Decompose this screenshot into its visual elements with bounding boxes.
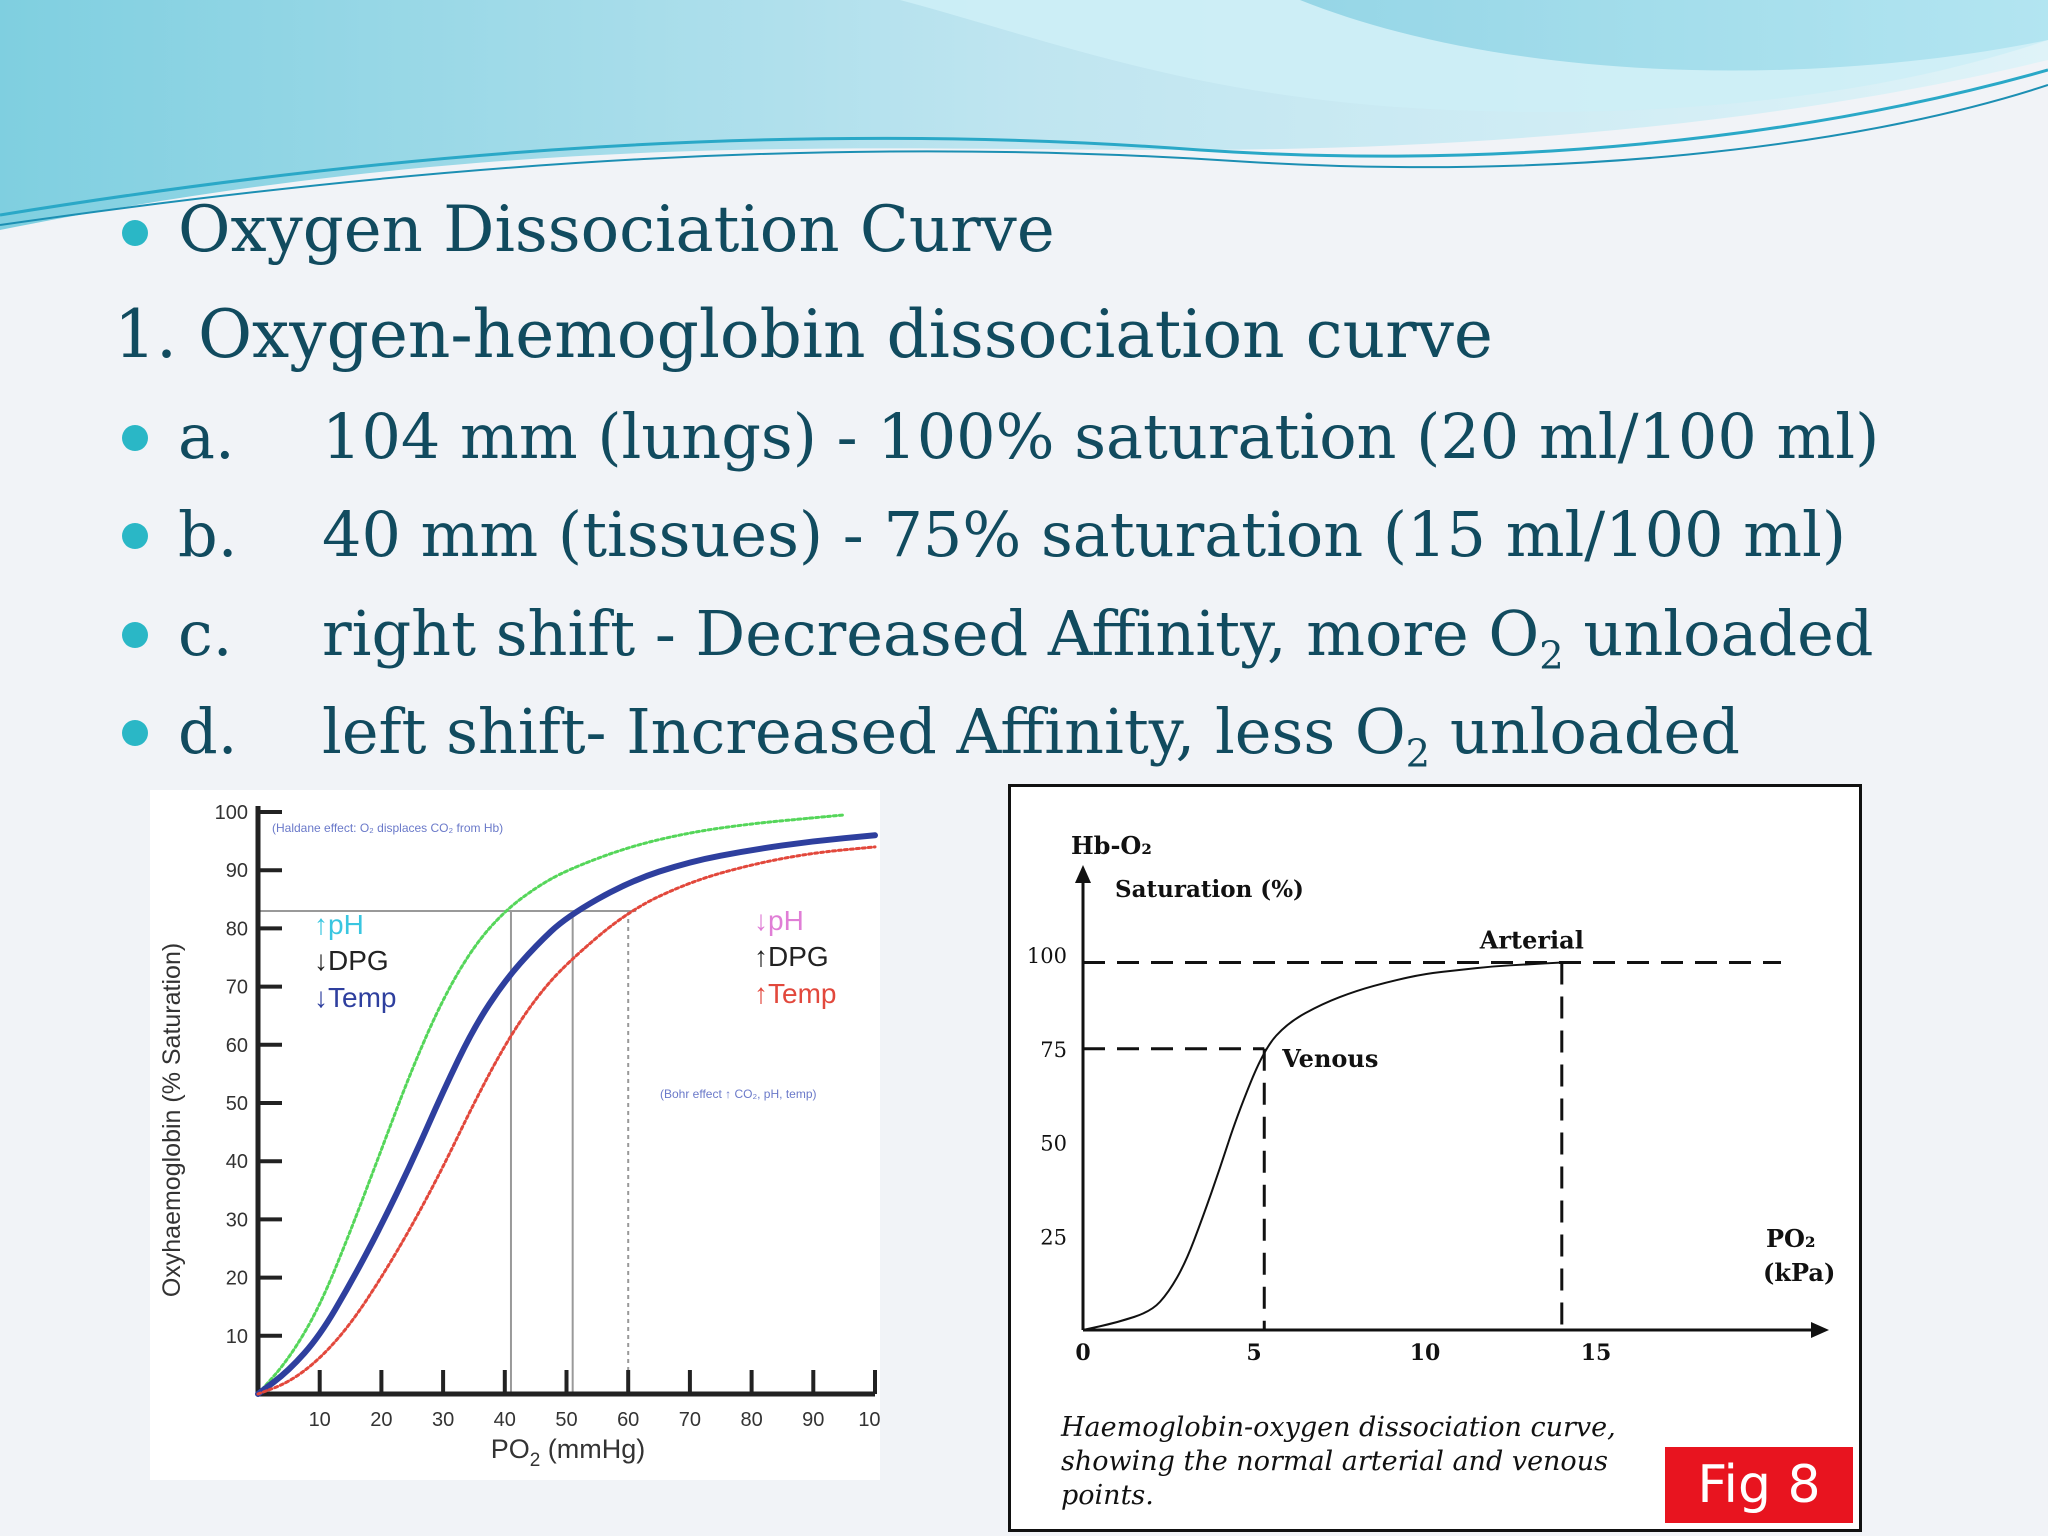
oxyhaemoglobin-chart-svg: 10 20 30 40 50 60 70 80 90 100 10 20 30 40 50 60 70 80 90 1… xyxy=(158,802,892,1471)
left-y-tick-label: 30 xyxy=(226,1209,248,1231)
right-shift-temp: Temp xyxy=(768,978,836,1009)
down-arrow-icon: ↓ xyxy=(314,982,328,1013)
item-c-label: c. xyxy=(178,597,233,670)
figure-badge: Fig 8 xyxy=(1665,1447,1853,1523)
haldane-annotation: (Haldane effect: O₂ displaces CO₂ from H… xyxy=(272,821,503,835)
left-y-tick-label: 40 xyxy=(226,1151,248,1173)
x-axis-arrow-icon xyxy=(1811,1322,1829,1338)
left-x-axis-label-main: PO xyxy=(491,1434,530,1464)
left-x-tick-label: 50 xyxy=(555,1409,577,1431)
svg-text:↑Temp: ↑Temp xyxy=(754,978,836,1009)
svg-text:↓Temp: ↓Temp xyxy=(314,982,396,1013)
right-y-tick-label: 75 xyxy=(1040,1038,1067,1062)
down-arrow-icon: ↓ xyxy=(754,905,768,936)
curve-green-dotted xyxy=(256,813,846,1396)
point-label-arterial: Arterial xyxy=(1479,926,1584,955)
left-shift-dpg: DPG xyxy=(328,945,389,976)
left-shift-legend: ↑pH ↓DPG ↓Temp xyxy=(314,909,396,1013)
svg-text:↑DPG: ↑DPG xyxy=(754,941,829,972)
left-x-tick-label: 10 xyxy=(309,1409,331,1431)
heading: Oxygen Dissociation Curve xyxy=(178,193,1055,267)
item-a-label: a. xyxy=(178,400,235,473)
point-label-venous: Venous xyxy=(1281,1044,1378,1073)
item-d-text-after: unloaded xyxy=(1430,695,1740,768)
figure-caption: Haemoglobin-oxygen dissociation curve, s… xyxy=(1061,1412,1616,1511)
left-x-axis-label-sub: 2 xyxy=(530,1450,541,1471)
item-c-text-after: unloaded xyxy=(1563,597,1874,670)
item-d-text: left shift- Increased Affinity, less O2 … xyxy=(322,701,1740,774)
hb-o2-saturation-chart: 25 50 75 100 0 5 10 15 Venous Arterial Hb-O₂ Sat… xyxy=(1008,784,1862,1532)
right-y-tick-label: 25 xyxy=(1040,1225,1067,1249)
left-x-axis-label-unit: (mmHg) xyxy=(540,1434,645,1464)
right-shift-dpg: DPG xyxy=(768,941,829,972)
bullet-dot xyxy=(122,523,148,549)
y-axis-arrow-icon xyxy=(1075,865,1091,883)
left-x-tick-label: 80 xyxy=(740,1409,762,1431)
svg-text:↑pH: ↑pH xyxy=(314,909,364,940)
right-y-axis-top-label: Hb-O₂ xyxy=(1071,831,1152,860)
right-x-tick-label: 0 xyxy=(1075,1340,1090,1366)
left-x-tick-label: 70 xyxy=(679,1409,701,1431)
left-shift-temp: Temp xyxy=(328,982,396,1013)
item-b-label: b. xyxy=(178,498,238,571)
item-c-subscript: 2 xyxy=(1539,633,1564,679)
bullet-dot xyxy=(122,425,148,451)
item-a-text: 104 mm (lungs) - 100% saturation (20 ml/… xyxy=(322,400,1880,473)
oxyhaemoglobin-chart: 10 20 30 40 50 60 70 80 90 100 10 20 30 40 50 60 70 80 90 1… xyxy=(150,790,892,1480)
up-arrow-icon: ↑ xyxy=(754,978,768,1009)
item-d-text-before: left shift- Increased Affinity, less O xyxy=(322,695,1406,768)
right-y-axis-label: Saturation (%) xyxy=(1115,876,1304,903)
left-y-tick-label: 60 xyxy=(226,1035,248,1057)
left-y-tick-label: 10 xyxy=(226,1326,248,1348)
bullet-dot xyxy=(122,720,148,746)
left-y-tick-label: 70 xyxy=(226,977,248,999)
right-x-axis-top-label: PO₂ xyxy=(1766,1224,1815,1253)
up-arrow-icon: ↑ xyxy=(314,909,328,940)
left-y-tick-label: 20 xyxy=(226,1268,248,1290)
subheading: 1. Oxygen-hemoglobin dissociation curve xyxy=(114,296,1493,373)
right-x-tick-label: 5 xyxy=(1246,1340,1261,1366)
item-c-text-before: right shift - Decreased Affinity, more O xyxy=(322,597,1540,670)
left-y-axis-label: Oxyhaemoglobin (% Saturation) xyxy=(158,943,186,1297)
left-x-tick-label: 100 xyxy=(858,1409,880,1431)
left-y-tick-label: 90 xyxy=(226,860,248,882)
svg-text:↓DPG: ↓DPG xyxy=(314,945,389,976)
item-d-label: d. xyxy=(178,695,238,768)
right-shift-legend: ↓pH ↑DPG ↑Temp xyxy=(754,905,836,1009)
left-x-axis-label: PO2 (mmHg) xyxy=(491,1434,646,1471)
right-shift-ph: pH xyxy=(768,905,804,936)
right-x-tick-label: 10 xyxy=(1410,1340,1441,1366)
right-x-tick-label: 15 xyxy=(1581,1340,1612,1366)
right-x-axis-label: (kPa) xyxy=(1763,1258,1835,1287)
left-x-tick-label: 60 xyxy=(617,1409,639,1431)
item-b-text: 40 mm (tissues) - 75% saturation (15 ml/… xyxy=(322,498,1847,571)
svg-text:↓pH: ↓pH xyxy=(754,905,804,936)
bullet-dot xyxy=(122,220,148,246)
bohr-annotation: (Bohr effect ↑ CO₂, pH, temp) xyxy=(660,1087,817,1101)
left-x-tick-label: 40 xyxy=(494,1409,516,1431)
left-x-tick-label: 30 xyxy=(432,1409,454,1431)
bullet-dot xyxy=(122,622,148,648)
item-d-subscript: 2 xyxy=(1405,731,1431,777)
left-y-tick-label: 50 xyxy=(226,1093,248,1115)
left-x-tick-label: 20 xyxy=(370,1409,392,1431)
left-y-tick-label: 100 xyxy=(215,802,248,824)
dissociation-curve xyxy=(1082,961,1562,1331)
down-arrow-icon: ↓ xyxy=(314,945,328,976)
header-wave-banner xyxy=(0,0,2048,230)
left-y-tick-label: 80 xyxy=(226,918,248,940)
hb-o2-saturation-chart-svg: 25 50 75 100 0 5 10 15 Venous Arterial Hb-O₂ Sat… xyxy=(1027,831,1835,1366)
curve-blue-solid xyxy=(255,832,878,1397)
right-y-tick-label: 100 xyxy=(1027,944,1067,968)
left-x-tick-label: 90 xyxy=(802,1409,824,1431)
curve-red-dotted xyxy=(256,845,877,1396)
item-c-text: right shift - Decreased Affinity, more O… xyxy=(322,603,1873,676)
left-shift-ph: pH xyxy=(328,909,364,940)
up-arrow-icon: ↑ xyxy=(754,941,768,972)
right-y-tick-label: 50 xyxy=(1040,1132,1067,1156)
